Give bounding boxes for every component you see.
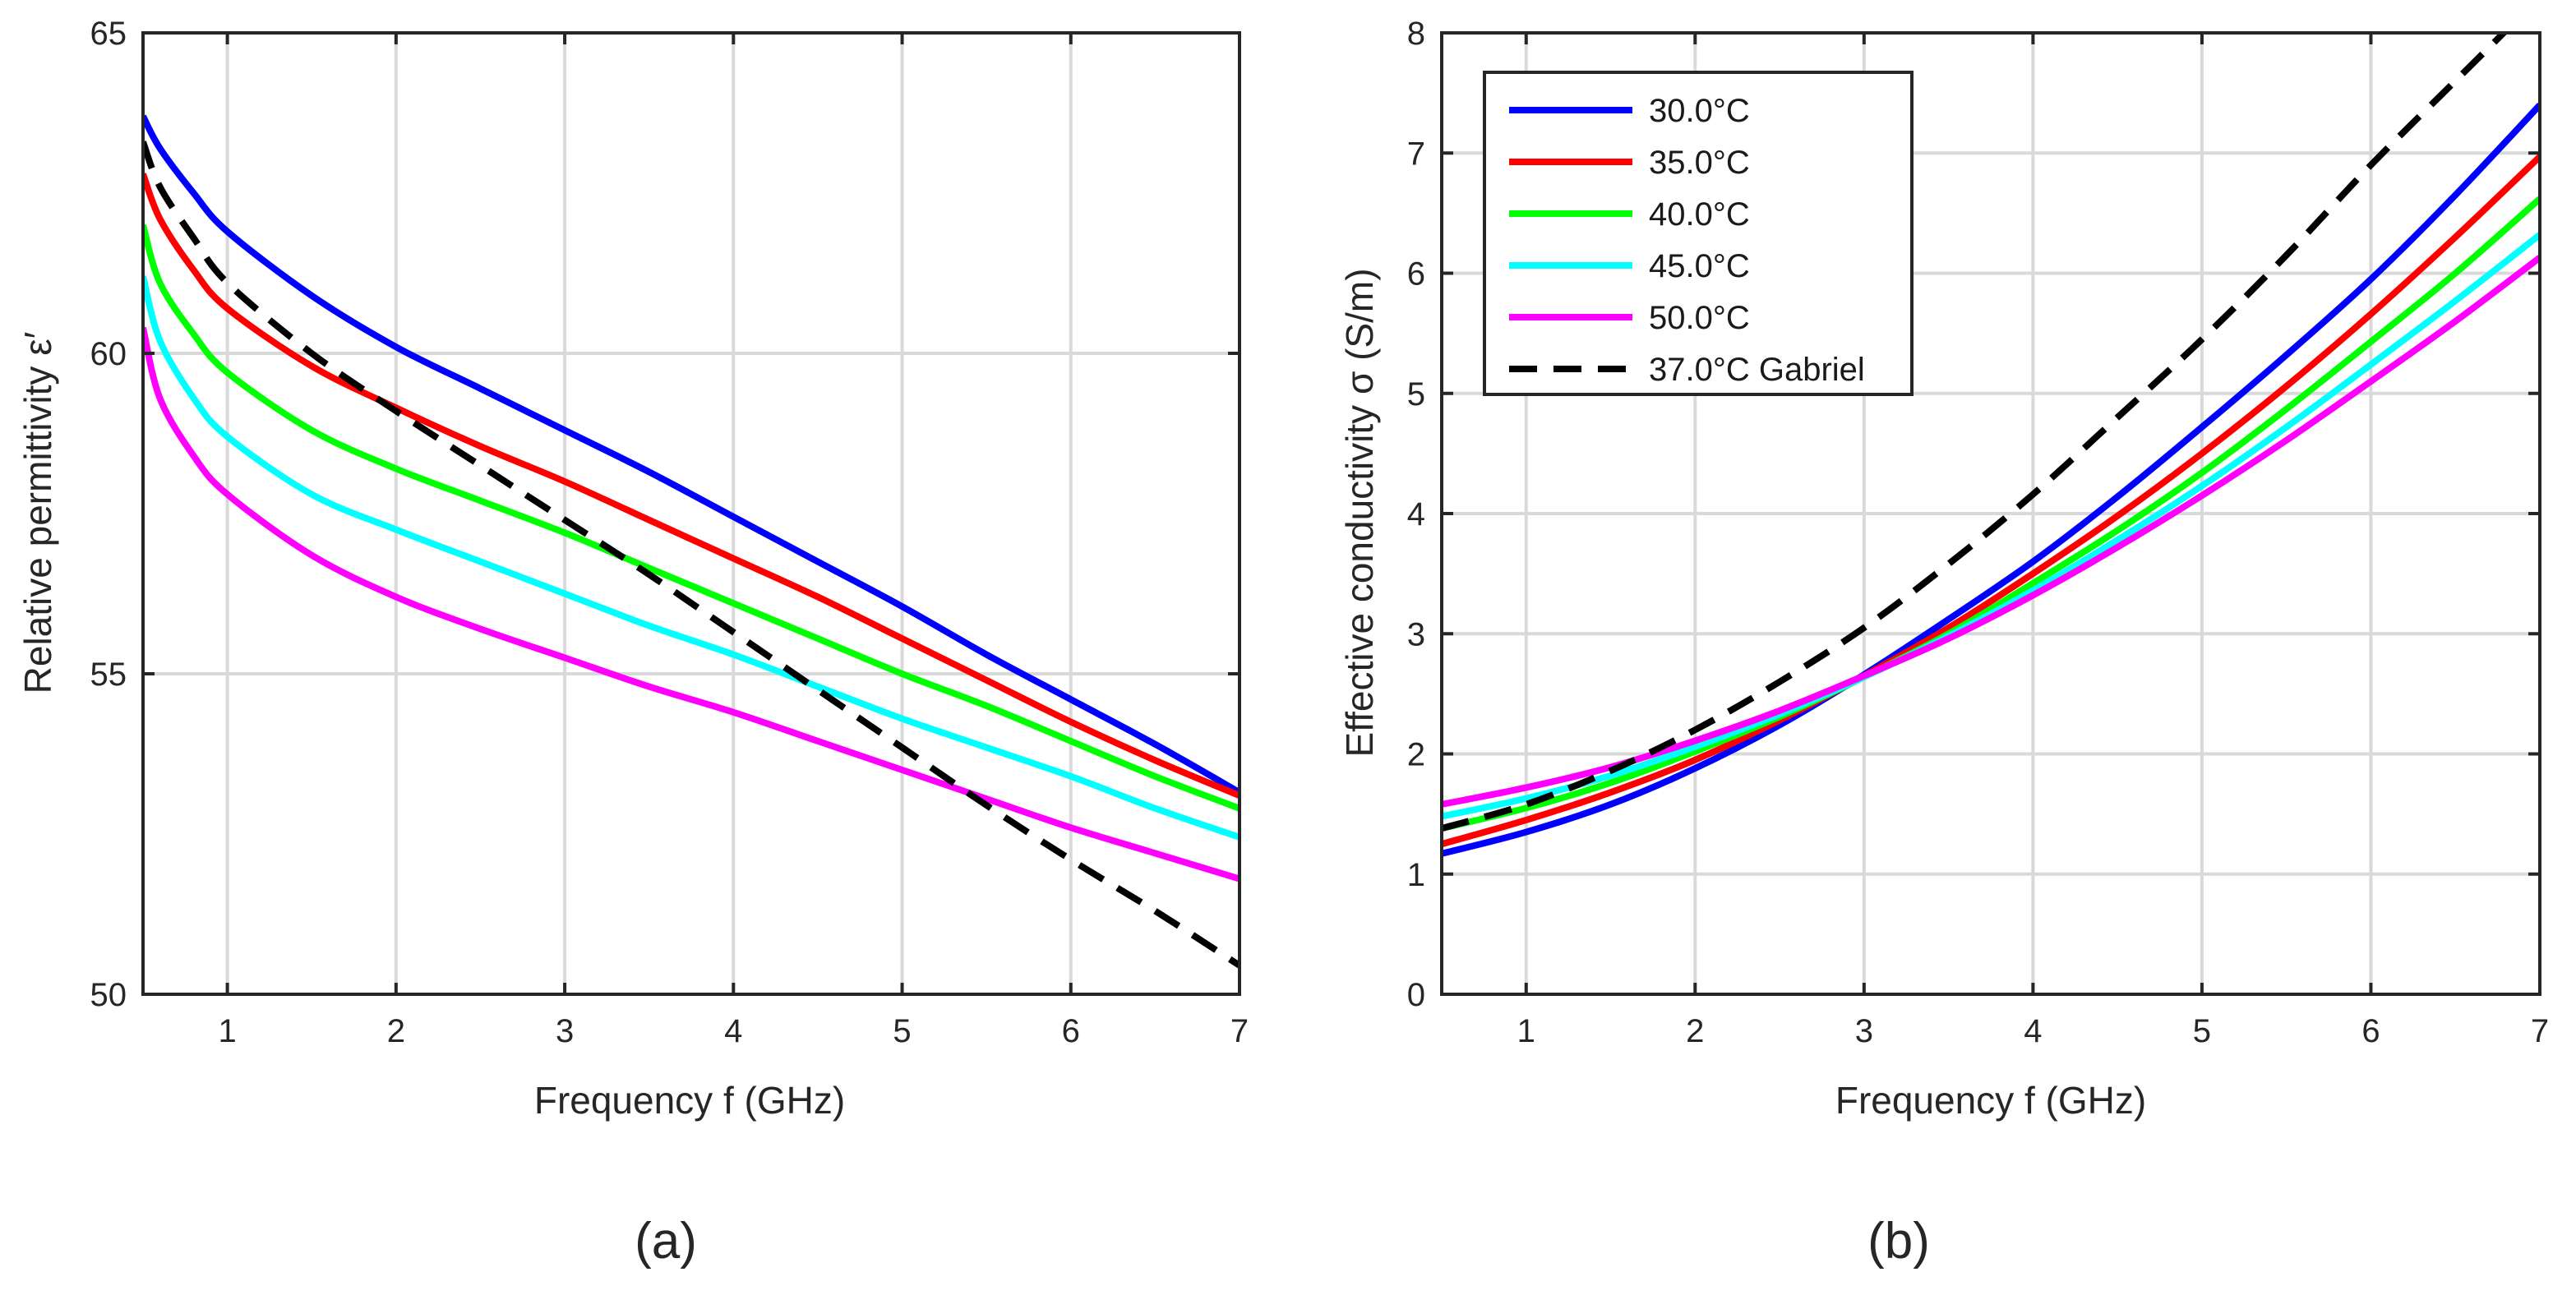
panel-b-y-tick-label: 7 xyxy=(1407,136,1425,172)
panel-b-x-tick-label: 5 xyxy=(2193,1013,2211,1049)
panel-b-y-tick-label: 1 xyxy=(1407,857,1425,893)
panel-b-series-group xyxy=(1442,33,2540,857)
panel-b-series-45-0-c xyxy=(1442,232,2540,820)
panel-b-y-tick-label: 8 xyxy=(1407,16,1425,52)
panel-b-conductivity-chart: 1 2 3 4 5 6 7 0 1 2 3 4 5 6 7 8 30.0°C 35.0°C 40.0°C 45.0°… xyxy=(1338,16,2549,1270)
panel-b-y-tick-label: 2 xyxy=(1407,737,1425,773)
panel-b-x-tick-label: 4 xyxy=(2024,1013,2042,1049)
panel-a-ticks: 1 2 3 4 5 6 7 50 55 60 65 xyxy=(90,16,1249,1049)
panel-b-ticks: 1 2 3 4 5 6 7 0 1 2 3 4 5 6 7 8 xyxy=(1407,16,2549,1049)
panel-a-y-tick-label: 60 xyxy=(90,336,127,372)
panel-a-label: (a) xyxy=(635,1213,697,1270)
panel-a-x-tick-label: 7 xyxy=(1230,1013,1249,1049)
panel-b-legend-label-40-0-c: 40.0°C xyxy=(1649,196,1750,233)
panel-a-y-tick-label: 65 xyxy=(90,16,127,52)
panel-a-x-axis-label: Frequency f (GHz) xyxy=(534,1079,845,1122)
panel-b-y-tick-label: 0 xyxy=(1407,977,1425,1013)
panel-b-plot-area xyxy=(1442,33,2540,857)
panel-a-x-tick-label: 6 xyxy=(1062,1013,1080,1049)
panel-b-legend-label-37-0-c-gabriel: 37.0°C Gabriel xyxy=(1649,352,1865,388)
panel-a-x-tick-label: 4 xyxy=(724,1013,742,1049)
panel-a-x-tick-label: 2 xyxy=(387,1013,405,1049)
panel-a-series-30-0-c xyxy=(143,114,1240,795)
panel-b-series-40-0-c xyxy=(1442,196,2540,832)
panel-a-axes-box xyxy=(141,31,1241,996)
panel-a-series-50-0-c xyxy=(143,326,1240,883)
panel-a-y-tick-label: 50 xyxy=(90,977,127,1013)
panel-b-legend-label-30-0-c: 30.0°C xyxy=(1649,93,1750,129)
panel-b-series-30-0-c xyxy=(1442,103,2540,857)
panel-b-legend-label-50-0-c: 50.0°C xyxy=(1649,300,1750,336)
panel-b-y-tick-label: 5 xyxy=(1407,376,1425,412)
panel-b-x-tick-label: 6 xyxy=(2361,1013,2380,1049)
panel-a-series-35-0-c xyxy=(143,173,1240,799)
panel-b-legend: 30.0°C 35.0°C 40.0°C 45.0°C 50.0°C 37.0°C Gab… xyxy=(1483,71,1914,396)
panel-a-x-tick-label: 5 xyxy=(893,1013,911,1049)
panel-b-x-tick-label: 2 xyxy=(1686,1013,1704,1049)
panel-b-series-37-0-c-gabriel xyxy=(1442,33,2509,832)
panel-b-x-axis-label: Frequency f (GHz) xyxy=(1835,1079,2146,1122)
panel-b-x-tick-label: 1 xyxy=(1517,1013,1535,1049)
panel-a-y-axis-label: Relative permittivity ε′ xyxy=(16,332,59,694)
panel-a-plot-area xyxy=(143,114,1240,969)
panel-a-permittivity-chart: 1 2 3 4 5 6 7 50 55 60 65 Frequency f (GHz) Relati… xyxy=(16,16,1249,1270)
panel-a-series-45-0-c xyxy=(143,275,1240,841)
panel-a-x-tick-label: 3 xyxy=(556,1013,574,1049)
panel-a-y-tick-label: 55 xyxy=(90,657,127,693)
panel-b-series-35-0-c xyxy=(1442,154,2540,848)
panel-b-legend-label-35-0-c: 35.0°C xyxy=(1649,145,1750,181)
panel-b-x-tick-label: 3 xyxy=(1855,1013,1873,1049)
panel-b-x-tick-label: 7 xyxy=(2531,1013,2549,1049)
panel-b-label: (b) xyxy=(1867,1213,1930,1270)
panel-a-series-group xyxy=(143,114,1240,969)
panel-b-legend-label-45-0-c: 45.0°C xyxy=(1649,248,1750,284)
panel-b-y-axis-label: Effective conductivity σ (S/m) xyxy=(1338,268,1381,757)
panel-a-series-37-0-c-gabriel xyxy=(143,141,1240,969)
panel-b-y-tick-label: 6 xyxy=(1407,256,1425,293)
panel-b-y-tick-label: 4 xyxy=(1407,496,1425,532)
panel-a-x-tick-label: 1 xyxy=(218,1013,236,1049)
panel-b-y-tick-label: 3 xyxy=(1407,616,1425,652)
panel-b-legend-box xyxy=(1483,71,1914,396)
panel-a-series-40-0-c xyxy=(143,224,1240,812)
